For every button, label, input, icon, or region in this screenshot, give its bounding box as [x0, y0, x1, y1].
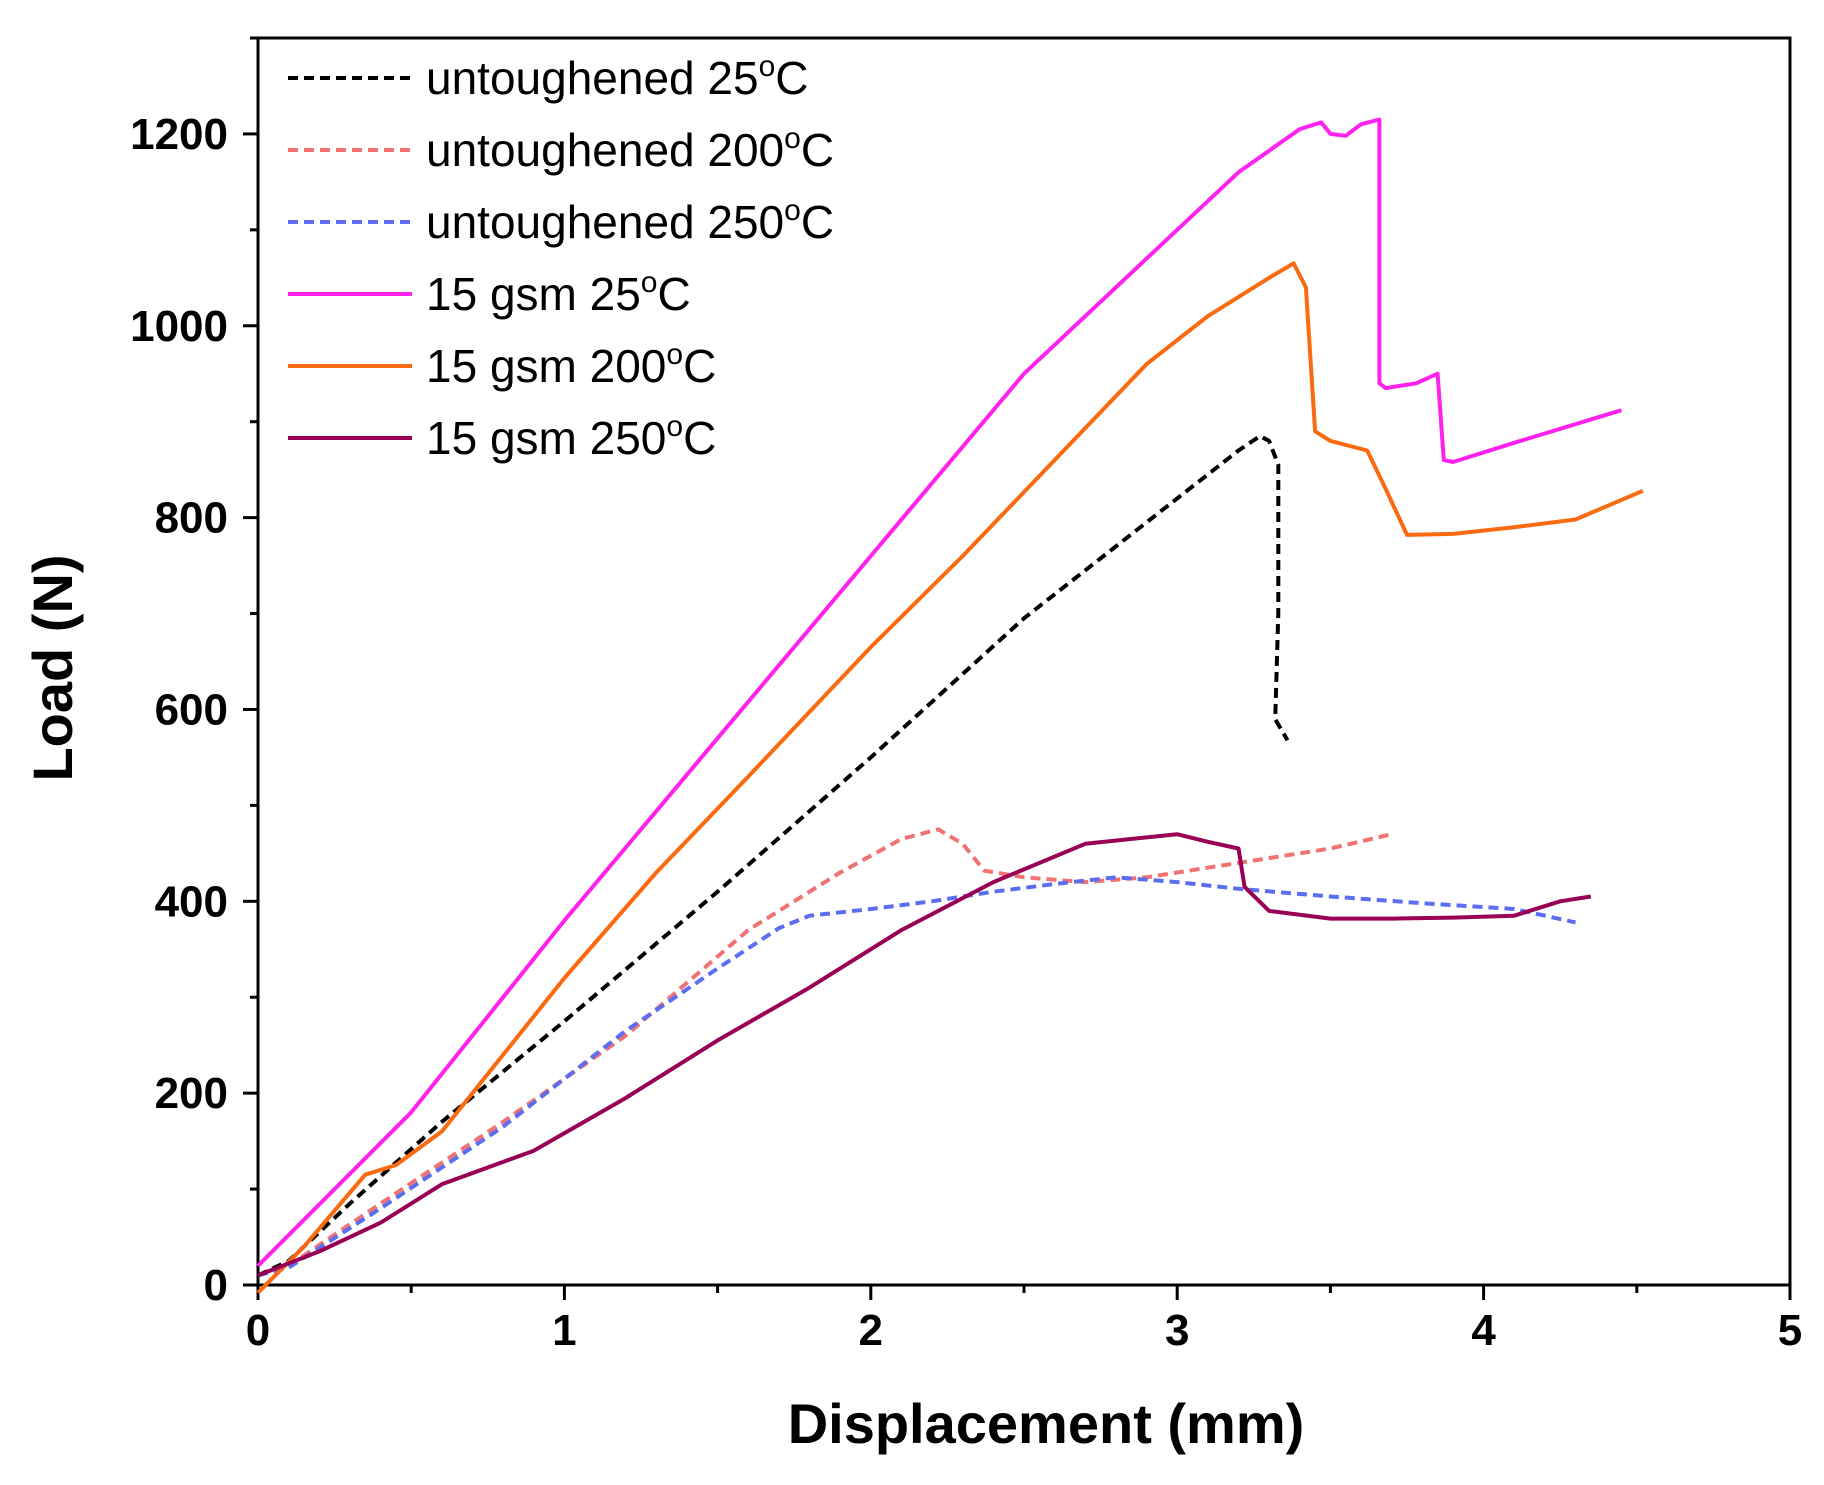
tick-labels: 0 1 2 3 4 5 0 200 400 600 800 1000 1200	[130, 110, 1802, 1355]
series-line-1	[257, 434, 1290, 1278]
legend-label-2: untoughened 200oC	[426, 122, 834, 176]
series-line-5	[256, 261, 1644, 1295]
x-tick-label: 0	[246, 1306, 270, 1355]
y-tick-label: 200	[155, 1069, 228, 1118]
x-tick-label: 5	[1778, 1306, 1802, 1355]
series-line-2	[257, 827, 1393, 1278]
x-axis-title: Displacement (mm)	[788, 1392, 1305, 1455]
y-axis-title: Load (N)	[21, 554, 84, 781]
x-tick-label: 4	[1471, 1306, 1496, 1355]
x-tick-label: 1	[552, 1306, 576, 1355]
y-tick-label: 1200	[130, 110, 228, 159]
series-line-6	[257, 832, 1592, 1278]
series-line-4	[256, 117, 1623, 1268]
y-tick-label: 600	[155, 685, 228, 734]
y-tick-label: 1000	[130, 302, 228, 351]
legend-label-3: untoughened 250oC	[426, 194, 834, 248]
x-tick-label: 3	[1165, 1306, 1189, 1355]
legend-label-5: 15 gsm 200oC	[426, 338, 716, 392]
series-lines	[256, 117, 1644, 1295]
y-tick-label: 800	[155, 494, 228, 543]
legend-label-1: untoughened 25oC	[426, 50, 808, 104]
y-tick-label: 0	[204, 1261, 228, 1310]
legend: untoughened 25oC untoughened 200oC untough…	[288, 50, 834, 464]
series-line-3	[257, 875, 1576, 1278]
legend-label-6: 15 gsm 250oC	[426, 410, 716, 464]
y-tick-label: 400	[155, 877, 228, 926]
axis-ticks	[243, 36, 1792, 1300]
x-tick-label: 2	[859, 1306, 883, 1355]
legend-label-4: 15 gsm 25oC	[426, 266, 691, 320]
